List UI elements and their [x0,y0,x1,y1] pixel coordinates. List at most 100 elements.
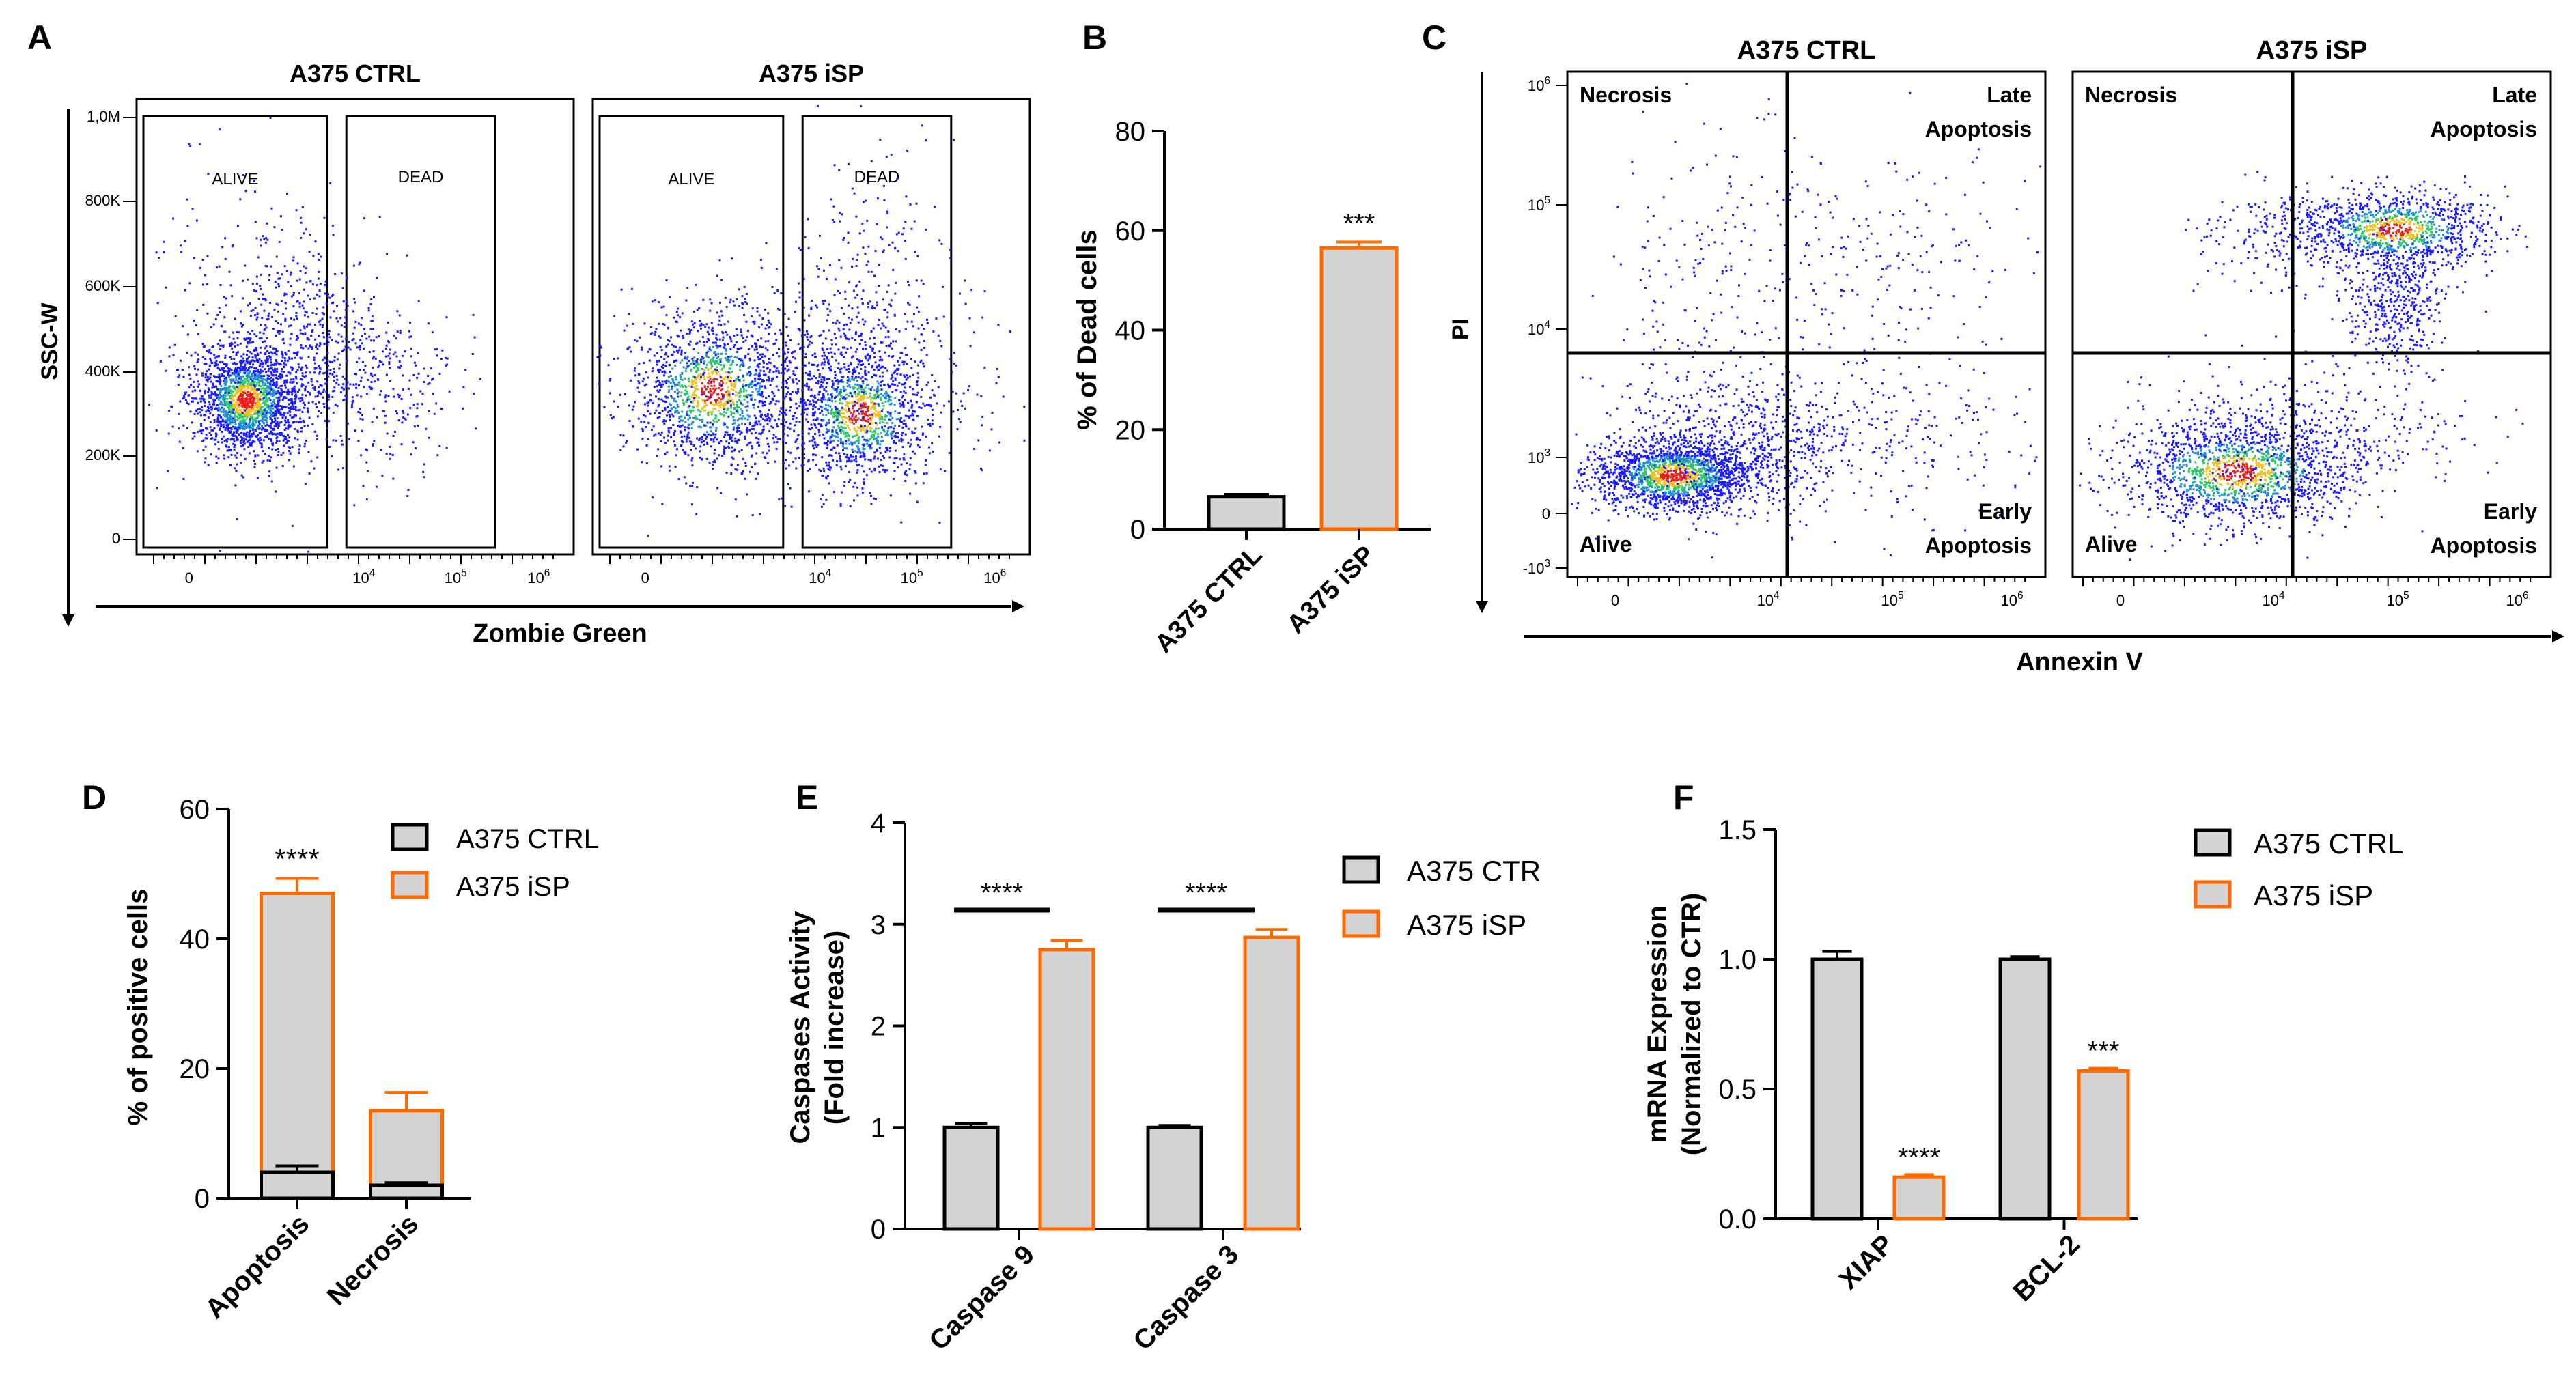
event-dot [269,345,272,348]
event-dot [704,409,707,412]
event-dot [817,380,820,382]
event-dot [249,333,251,335]
event-dot [260,377,263,380]
event-dot [247,414,249,417]
event-dot [832,440,835,442]
event-dot [248,434,251,436]
event-dot [851,421,854,424]
event-dot [275,363,277,366]
event-dot [206,409,209,412]
event-dot [218,376,220,379]
event-dot [694,389,697,392]
event-dot [880,399,882,401]
event-dot [804,401,807,404]
event-dot [705,341,708,343]
event-dot [240,399,243,402]
event-dot [234,393,237,395]
event-dot [263,413,266,416]
event-dot [860,419,863,421]
event-dot [867,410,869,412]
event-dot [736,406,738,408]
event-dot [323,356,326,359]
event-dot [736,350,739,353]
event-dot [860,388,863,391]
event-dot [404,418,407,421]
event-dot [701,382,703,385]
event-dot [886,414,888,417]
event-dot [695,513,698,515]
event-dot [240,322,242,325]
event-dot [713,459,716,462]
event-dot [319,319,322,322]
event-dot [251,421,254,424]
event-dot [825,386,828,388]
event-dot [232,385,235,388]
event-dot [165,286,167,289]
event-dot [242,174,244,176]
event-dot [916,394,919,396]
event-dot [813,447,815,450]
event-dot [238,424,240,427]
event-dot [188,366,190,369]
event-dot [318,410,320,412]
event-dot [195,219,198,222]
event-dot [224,428,227,431]
event-dot [651,370,654,373]
event-dot [291,381,294,384]
event-dot [207,416,210,419]
event-dot [785,459,787,461]
event-dot [221,375,223,378]
event-dot [912,450,914,453]
event-dot [295,396,298,399]
event-dot [689,340,692,343]
event-dot [193,432,196,434]
event-dot [878,465,880,468]
event-dot [323,343,326,345]
event-dot [368,385,371,388]
event-dot [252,393,255,395]
event-dot [822,398,824,401]
event-dot [787,391,789,393]
event-dot [716,457,718,460]
event-dot [825,390,828,393]
event-dot [693,356,696,359]
event-dot [270,363,273,366]
event-dot [695,416,697,419]
event-dot [839,505,842,507]
event-dot [813,441,816,444]
event-dot [228,370,231,373]
event-dot [441,349,444,352]
event-dot [350,406,353,409]
event-dot [202,303,205,306]
event-dot [751,386,753,388]
event-dot [832,322,835,324]
event-dot [264,436,267,438]
event-dot [268,470,271,473]
event-dot [212,429,214,432]
event-dot [761,395,764,398]
event-dot [292,406,295,408]
event-dot [301,378,304,381]
gate-label-dead: DEAD [398,168,444,186]
event-dot [273,432,276,435]
event-dot [802,399,805,401]
event-dot [894,410,897,413]
event-dot [212,375,215,378]
event-dot [313,362,316,365]
event-dot [290,366,292,369]
event-dot [339,363,341,366]
event-dot [732,400,734,403]
event-dot [237,373,240,376]
event-dot [785,413,787,416]
event-dot [201,259,204,261]
event-dot [423,476,425,479]
event-dot [815,419,817,421]
event-dot [694,379,697,382]
event-dot [730,385,733,388]
event-dot [875,410,878,412]
event-dot [682,366,685,369]
event-dot [230,453,233,456]
event-dot [359,380,362,382]
event-dot [260,406,263,408]
event-dot [249,315,252,317]
